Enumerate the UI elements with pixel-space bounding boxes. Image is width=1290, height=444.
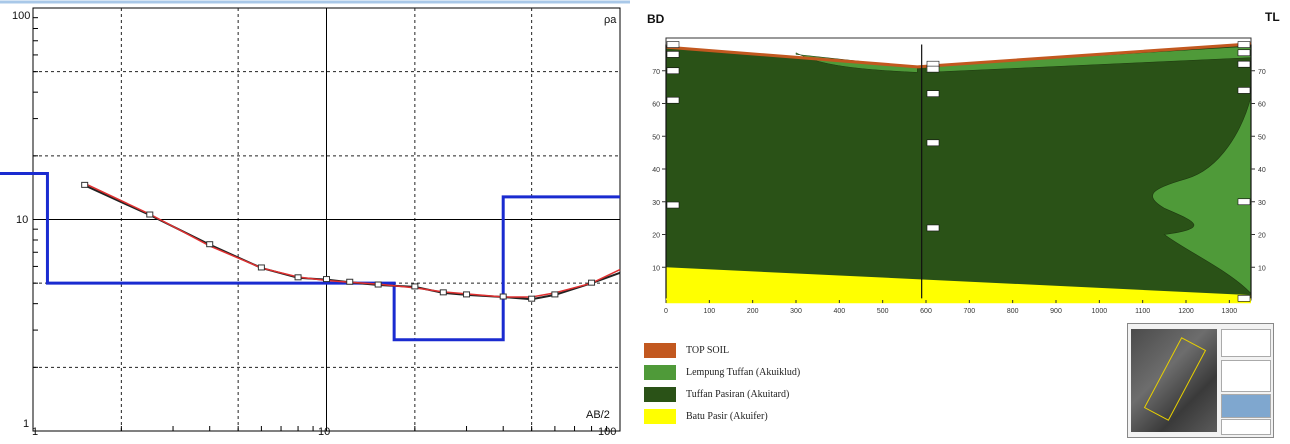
x-tick-label: 100 <box>598 426 617 438</box>
x-tick-label: 1000 <box>1092 308 1108 315</box>
cross-section-svg: 0 100 200 300 400 500 600 700 800 900 1000 1100 1200… <box>652 37 1266 315</box>
resistivity-tag <box>926 224 940 232</box>
x-tick-label: 800 <box>1007 308 1019 315</box>
top-axis-label: ρa <box>604 14 617 26</box>
section-start-label: BD <box>647 12 665 26</box>
satellite-map-thumbnail <box>1131 329 1217 432</box>
x-tick-label: 400 <box>833 308 845 315</box>
y-tick-label-right: 40 <box>1258 167 1266 174</box>
y-tick-label-right: 60 <box>1258 102 1266 109</box>
data-point-marker <box>206 241 214 248</box>
data-point-marker <box>588 279 596 286</box>
data-point-marker <box>499 293 507 300</box>
data-point-marker <box>411 283 419 290</box>
logo-block <box>1221 419 1271 435</box>
y-tick-label-right: 20 <box>1258 233 1266 240</box>
x-tick-label: 1 <box>32 426 39 438</box>
data-point-marker <box>294 274 302 281</box>
legend-swatch <box>644 387 676 402</box>
legend-swatch <box>644 343 676 358</box>
y-tick-label: 1 <box>23 418 30 430</box>
lempung-tuffan-body-right <box>1152 96 1252 295</box>
legend-item: TOP SOIL <box>644 343 729 358</box>
data-point-marker <box>346 278 354 285</box>
index-map-thumbnail <box>1221 394 1271 418</box>
y-tick-label-left: 40 <box>652 167 660 174</box>
location-map-inset <box>1127 323 1274 438</box>
legend-label: TOP SOIL <box>686 345 730 356</box>
y-tick-label-right: 50 <box>1258 134 1266 141</box>
x-tick-label: 1200 <box>1178 308 1194 315</box>
bottom-axis-label: AB/2 <box>586 409 610 421</box>
map-title-block <box>1221 329 1271 357</box>
x-tick-label: 900 <box>1050 308 1062 315</box>
y-tick-label-left: 10 <box>652 265 660 272</box>
resistivity-tag <box>666 51 680 58</box>
fitted-curve-line <box>84 182 621 298</box>
y-tick-label-right: 30 <box>1258 200 1266 207</box>
x-tick-label: 1100 <box>1135 308 1150 315</box>
x-tick-label: 100 <box>703 308 715 315</box>
legend-swatch <box>644 409 676 424</box>
batu-pasir-layer <box>666 267 1251 304</box>
data-point-marker <box>528 295 536 302</box>
top-soil-layer <box>665 42 1252 69</box>
y-tick-label-right: 70 <box>1258 69 1266 76</box>
resistivity-tag <box>666 67 680 75</box>
resistivity-tag <box>666 41 680 48</box>
x-tick-label: 700 <box>963 308 975 315</box>
section-legend: TOP SOIL Lempung Tuffan (Akuiklud) Tuffa… <box>644 343 864 433</box>
x-tick-label: 500 <box>877 308 889 315</box>
data-point-marker <box>146 211 154 218</box>
geoelectric-cross-section: 0 100 200 300 400 500 600 700 800 900 1000 1100 1200… <box>640 0 1290 439</box>
legend-item: Batu Pasir (Akuifer) <box>644 409 768 424</box>
y-tick-label-left: 30 <box>652 200 660 207</box>
data-point-marker <box>374 281 382 288</box>
x-tick-label: 0 <box>664 308 668 315</box>
layer-model-line <box>0 172 620 342</box>
legend-label: Tuffan Pasiran (Akuitard) <box>686 389 790 400</box>
legend-item: Lempung Tuffan (Akuiklud) <box>644 365 800 380</box>
resistivity-sounding-chart: ρa AB/2 100 10 1 1 10 100 <box>0 0 630 439</box>
data-point-marker <box>463 291 471 298</box>
y-tick-label-left: 20 <box>652 233 660 240</box>
x-tick-label: 300 <box>790 308 802 315</box>
map-legend-block <box>1221 360 1271 392</box>
section-end-label: TL <box>1265 10 1280 24</box>
resistivity-tag <box>1237 295 1251 302</box>
y-tick-label-left: 70 <box>652 69 660 76</box>
resistivity-tag <box>926 139 940 147</box>
data-point-marker <box>81 181 89 188</box>
resistivity-tag <box>1237 87 1251 94</box>
resistivity-tag <box>926 65 940 73</box>
resistivity-tag <box>666 96 680 104</box>
resistivity-tag <box>1237 60 1251 68</box>
sounding-chart-svg <box>0 0 630 432</box>
x-tick-label: 10 <box>318 426 331 438</box>
legend-label: Lempung Tuffan (Akuiklud) <box>686 367 801 378</box>
x-tick-label: 200 <box>747 308 759 315</box>
resistivity-tag <box>1237 198 1251 206</box>
resistivity-tag <box>1237 41 1251 48</box>
y-tick-label: 100 <box>12 10 31 22</box>
data-point-marker <box>439 289 447 296</box>
y-tick-label-left: 50 <box>652 134 660 141</box>
y-tick-label: 10 <box>16 214 29 226</box>
data-point-marker <box>323 276 330 283</box>
tuffan-pasiran-layer <box>666 44 1251 300</box>
data-point-marker <box>257 264 265 271</box>
x-tick-label: 600 <box>920 308 932 315</box>
survey-area-outline <box>1143 337 1207 421</box>
data-point-marker <box>551 291 559 298</box>
resistivity-tag <box>666 201 680 209</box>
y-tick-label-left: 60 <box>652 102 660 109</box>
legend-swatch <box>644 365 676 380</box>
y-tick-label-right: 10 <box>1258 265 1266 272</box>
legend-item: Tuffan Pasiran (Akuitard) <box>644 387 789 402</box>
legend-label: Batu Pasir (Akuifer) <box>686 411 768 422</box>
resistivity-tag <box>1237 49 1251 57</box>
resistivity-tag <box>926 90 940 97</box>
x-tick-label: 1300 <box>1222 308 1238 315</box>
